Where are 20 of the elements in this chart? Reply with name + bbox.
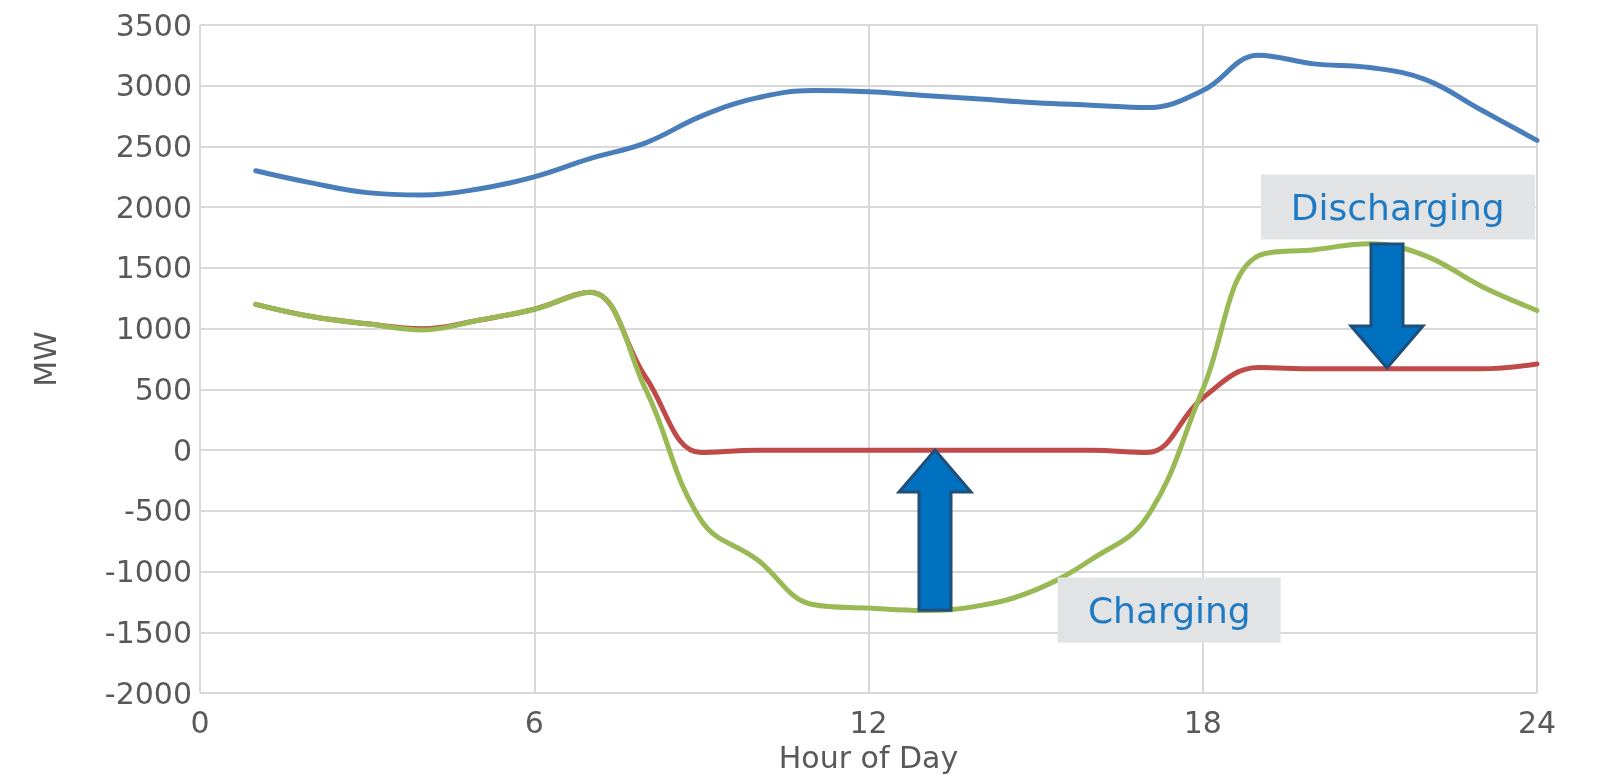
- y-tick-label: 3000: [115, 68, 192, 104]
- x-tick-label: 18: [1183, 704, 1222, 740]
- y-tick-label: -1500: [104, 614, 192, 650]
- x-tick-label: 24: [1517, 704, 1557, 740]
- y-tick-label: 3500: [115, 7, 192, 43]
- y-tick-label: 2500: [115, 128, 192, 164]
- x-tick-label: 12: [849, 704, 888, 740]
- y-tick-label: 2000: [115, 189, 192, 225]
- y-tick-label: 0: [172, 432, 192, 468]
- annotation: Discharging: [1260, 174, 1535, 240]
- y-tick-label: 500: [134, 371, 192, 407]
- y-tick-label: -1000: [104, 554, 192, 590]
- y-tick-label: -2000: [104, 675, 192, 711]
- y-tick-label: -500: [123, 493, 192, 529]
- y-tick-label: 1500: [115, 250, 192, 286]
- x-axis-title: Hour of Day: [778, 739, 959, 775]
- annotation: Charging: [1057, 577, 1281, 643]
- x-tick-label: 6: [524, 704, 544, 740]
- y-tick-label: 1000: [115, 311, 192, 347]
- y-axis-title: MW: [27, 331, 63, 387]
